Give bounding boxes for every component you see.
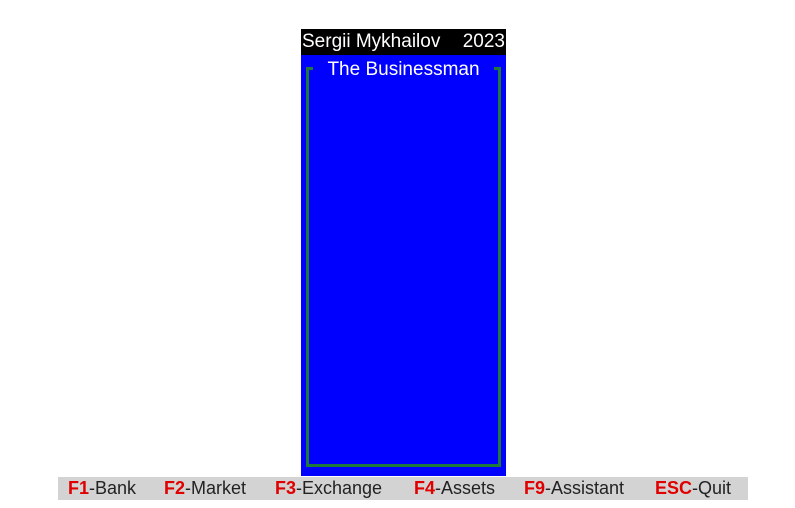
fkey-quit-label: -Quit: [692, 478, 732, 498]
fkey-assets-label: -Assets: [435, 478, 496, 498]
fkey-bank[interactable]: F1-Bank: [68, 477, 136, 500]
fkey-assistant[interactable]: F9-Assistant: [524, 477, 624, 500]
fkey-exchange-key: F3: [275, 478, 297, 498]
fkey-quit[interactable]: ESC-Quit: [655, 477, 731, 500]
header-bar: Sergii Mykhailov 2023: [301, 29, 506, 55]
fkey-market-label: -Market: [185, 478, 247, 498]
fkey-market[interactable]: F2-Market: [164, 477, 246, 500]
main-panel: The Businessman: [301, 55, 506, 476]
fkey-assets-key: F4: [414, 478, 436, 498]
fkey-exchange-label: -Exchange: [296, 478, 383, 498]
author-name: Sergii Mykhailov: [302, 31, 441, 52]
fkey-assistant-key: F9: [524, 478, 546, 498]
fkey-quit-key: ESC: [655, 478, 693, 498]
copyright-year: 2023: [462, 31, 505, 52]
fkey-assistant-label: -Assistant: [545, 478, 625, 498]
panel-title: The Businessman: [301, 59, 506, 81]
fkey-bank-key: F1: [68, 478, 90, 498]
function-key-bar: F1-Bank F2-Market F3-Exchange F4-Assets …: [58, 477, 748, 500]
fkey-market-key: F2: [164, 478, 186, 498]
fkey-exchange[interactable]: F3-Exchange: [275, 477, 382, 500]
panel-frame: [306, 67, 501, 467]
panel-title-text: The Businessman: [325, 59, 482, 80]
fkey-assets[interactable]: F4-Assets: [414, 477, 495, 500]
fkey-bank-label: -Bank: [89, 478, 137, 498]
